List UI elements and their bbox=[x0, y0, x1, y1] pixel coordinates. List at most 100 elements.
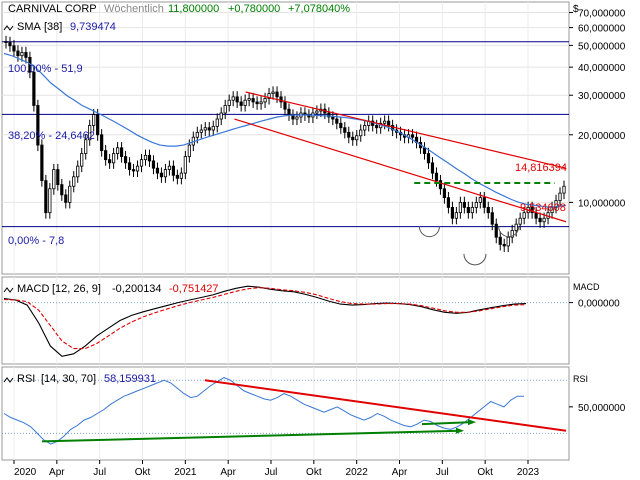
candle-body bbox=[430, 162, 435, 174]
candle-body bbox=[454, 212, 458, 219]
rsi-divergence-line bbox=[421, 421, 473, 426]
candle-body bbox=[112, 153, 116, 164]
candle-body bbox=[76, 165, 80, 178]
candle-body bbox=[343, 127, 347, 133]
candle-body bbox=[255, 101, 259, 105]
x-axis-label: Jul bbox=[436, 467, 449, 478]
macd-axis-label: 0,000000 bbox=[578, 299, 620, 310]
candle-body bbox=[446, 197, 451, 208]
macd-value-2: -0,751427 bbox=[169, 283, 219, 295]
candle-body bbox=[64, 194, 68, 203]
trend-channel-upper bbox=[245, 91, 567, 169]
macd-params: [12, 26, 9] bbox=[52, 283, 101, 295]
candle-body bbox=[203, 127, 207, 131]
candle-body bbox=[52, 169, 56, 190]
price-axis-label: 60,000000 bbox=[578, 24, 626, 35]
candle-body bbox=[4, 41, 8, 43]
rsi-label: RSI bbox=[17, 373, 35, 385]
macd-line bbox=[3, 285, 527, 357]
candle-body bbox=[131, 169, 136, 172]
candle-body bbox=[470, 206, 474, 214]
price-axis-label: 30,000000 bbox=[578, 91, 626, 102]
candle-body bbox=[438, 180, 443, 190]
candle-body bbox=[147, 154, 152, 162]
candle-body bbox=[450, 206, 454, 219]
candle-body bbox=[163, 169, 168, 178]
header-change-pct: +7,078040% bbox=[288, 3, 350, 15]
candle-body bbox=[375, 125, 379, 129]
fib-label-0: 0,00% - 7,8 bbox=[8, 235, 64, 247]
header-change: +0,780000 bbox=[228, 3, 280, 15]
rsi-value: 58,159931 bbox=[104, 373, 156, 385]
candle-body bbox=[231, 96, 235, 101]
price-label-lower: 9,534608 bbox=[520, 202, 566, 214]
price-axis-label: 10,000000 bbox=[578, 198, 626, 209]
x-axis-label: 2023 bbox=[517, 467, 540, 478]
candle-body bbox=[179, 172, 183, 179]
candle-body bbox=[183, 156, 187, 174]
arrow-head-icon bbox=[456, 427, 464, 434]
candle-body bbox=[287, 108, 291, 116]
candle-body bbox=[223, 105, 227, 114]
candle-body bbox=[159, 172, 164, 178]
candle-body bbox=[44, 180, 48, 214]
candle-body bbox=[466, 206, 470, 214]
x-axis-label: Apr bbox=[392, 467, 408, 478]
candle-body bbox=[355, 135, 359, 141]
candle-body bbox=[486, 206, 490, 214]
candle-body bbox=[8, 42, 12, 47]
candle-body bbox=[538, 217, 542, 223]
price-label-upper: 14,816394 bbox=[515, 162, 567, 174]
candle-body bbox=[96, 114, 100, 136]
candle-body bbox=[235, 96, 239, 103]
rsi-indicator-icon bbox=[3, 377, 14, 383]
header-period: Wöchentlich bbox=[104, 3, 164, 15]
x-axis-label: Apr bbox=[220, 467, 236, 478]
candle-body bbox=[243, 99, 247, 106]
candle-body bbox=[215, 118, 219, 127]
x-axis-label: Jul bbox=[265, 467, 278, 478]
candle-body bbox=[135, 165, 140, 172]
candle-body bbox=[251, 98, 255, 103]
candle-body bbox=[195, 131, 199, 138]
candle-body bbox=[72, 176, 76, 187]
candle-body bbox=[151, 160, 156, 169]
price-axis-label: 20,000000 bbox=[578, 131, 626, 142]
x-axis-label: Okt bbox=[306, 467, 322, 478]
candle-body bbox=[199, 129, 203, 133]
candle-body bbox=[207, 127, 211, 131]
axis-ticks: 70,000000 60,000000 50,000000 40,000000 30,0… bbox=[13, 9, 626, 478]
sma-value: 9,739474 bbox=[70, 21, 116, 33]
candle-body bbox=[462, 201, 466, 208]
macd-axis-title: MACD bbox=[573, 282, 600, 292]
candle-body bbox=[383, 120, 387, 124]
macd-lines bbox=[3, 285, 527, 357]
rsi-line bbox=[3, 377, 524, 445]
candle-body bbox=[104, 150, 108, 161]
candle-body bbox=[119, 147, 124, 157]
candle-body bbox=[68, 185, 72, 203]
pattern-arc bbox=[498, 226, 520, 238]
fib-label-100: 100,00% - 51,9 bbox=[8, 63, 83, 75]
x-axis-label: Jul bbox=[93, 467, 106, 478]
candle-body bbox=[171, 165, 175, 176]
candle-body bbox=[410, 134, 415, 138]
candle-body bbox=[514, 223, 518, 231]
candle-body bbox=[20, 52, 24, 57]
candle-body bbox=[143, 154, 148, 161]
candle-body bbox=[442, 188, 447, 199]
candle-body bbox=[494, 223, 498, 238]
trend-overlays bbox=[3, 52, 567, 266]
candle-body bbox=[247, 98, 251, 101]
rsi-support-line bbox=[41, 429, 461, 443]
candle-body bbox=[458, 201, 462, 214]
candle-body bbox=[506, 236, 510, 247]
macd-indicator-icon bbox=[3, 287, 14, 293]
candle-body bbox=[123, 156, 128, 164]
candle-body bbox=[558, 192, 562, 201]
candle-body bbox=[60, 184, 64, 196]
candle-body bbox=[331, 116, 335, 120]
indicator-icon bbox=[3, 25, 14, 31]
pattern-arc bbox=[463, 253, 487, 266]
candle-body bbox=[554, 200, 558, 208]
